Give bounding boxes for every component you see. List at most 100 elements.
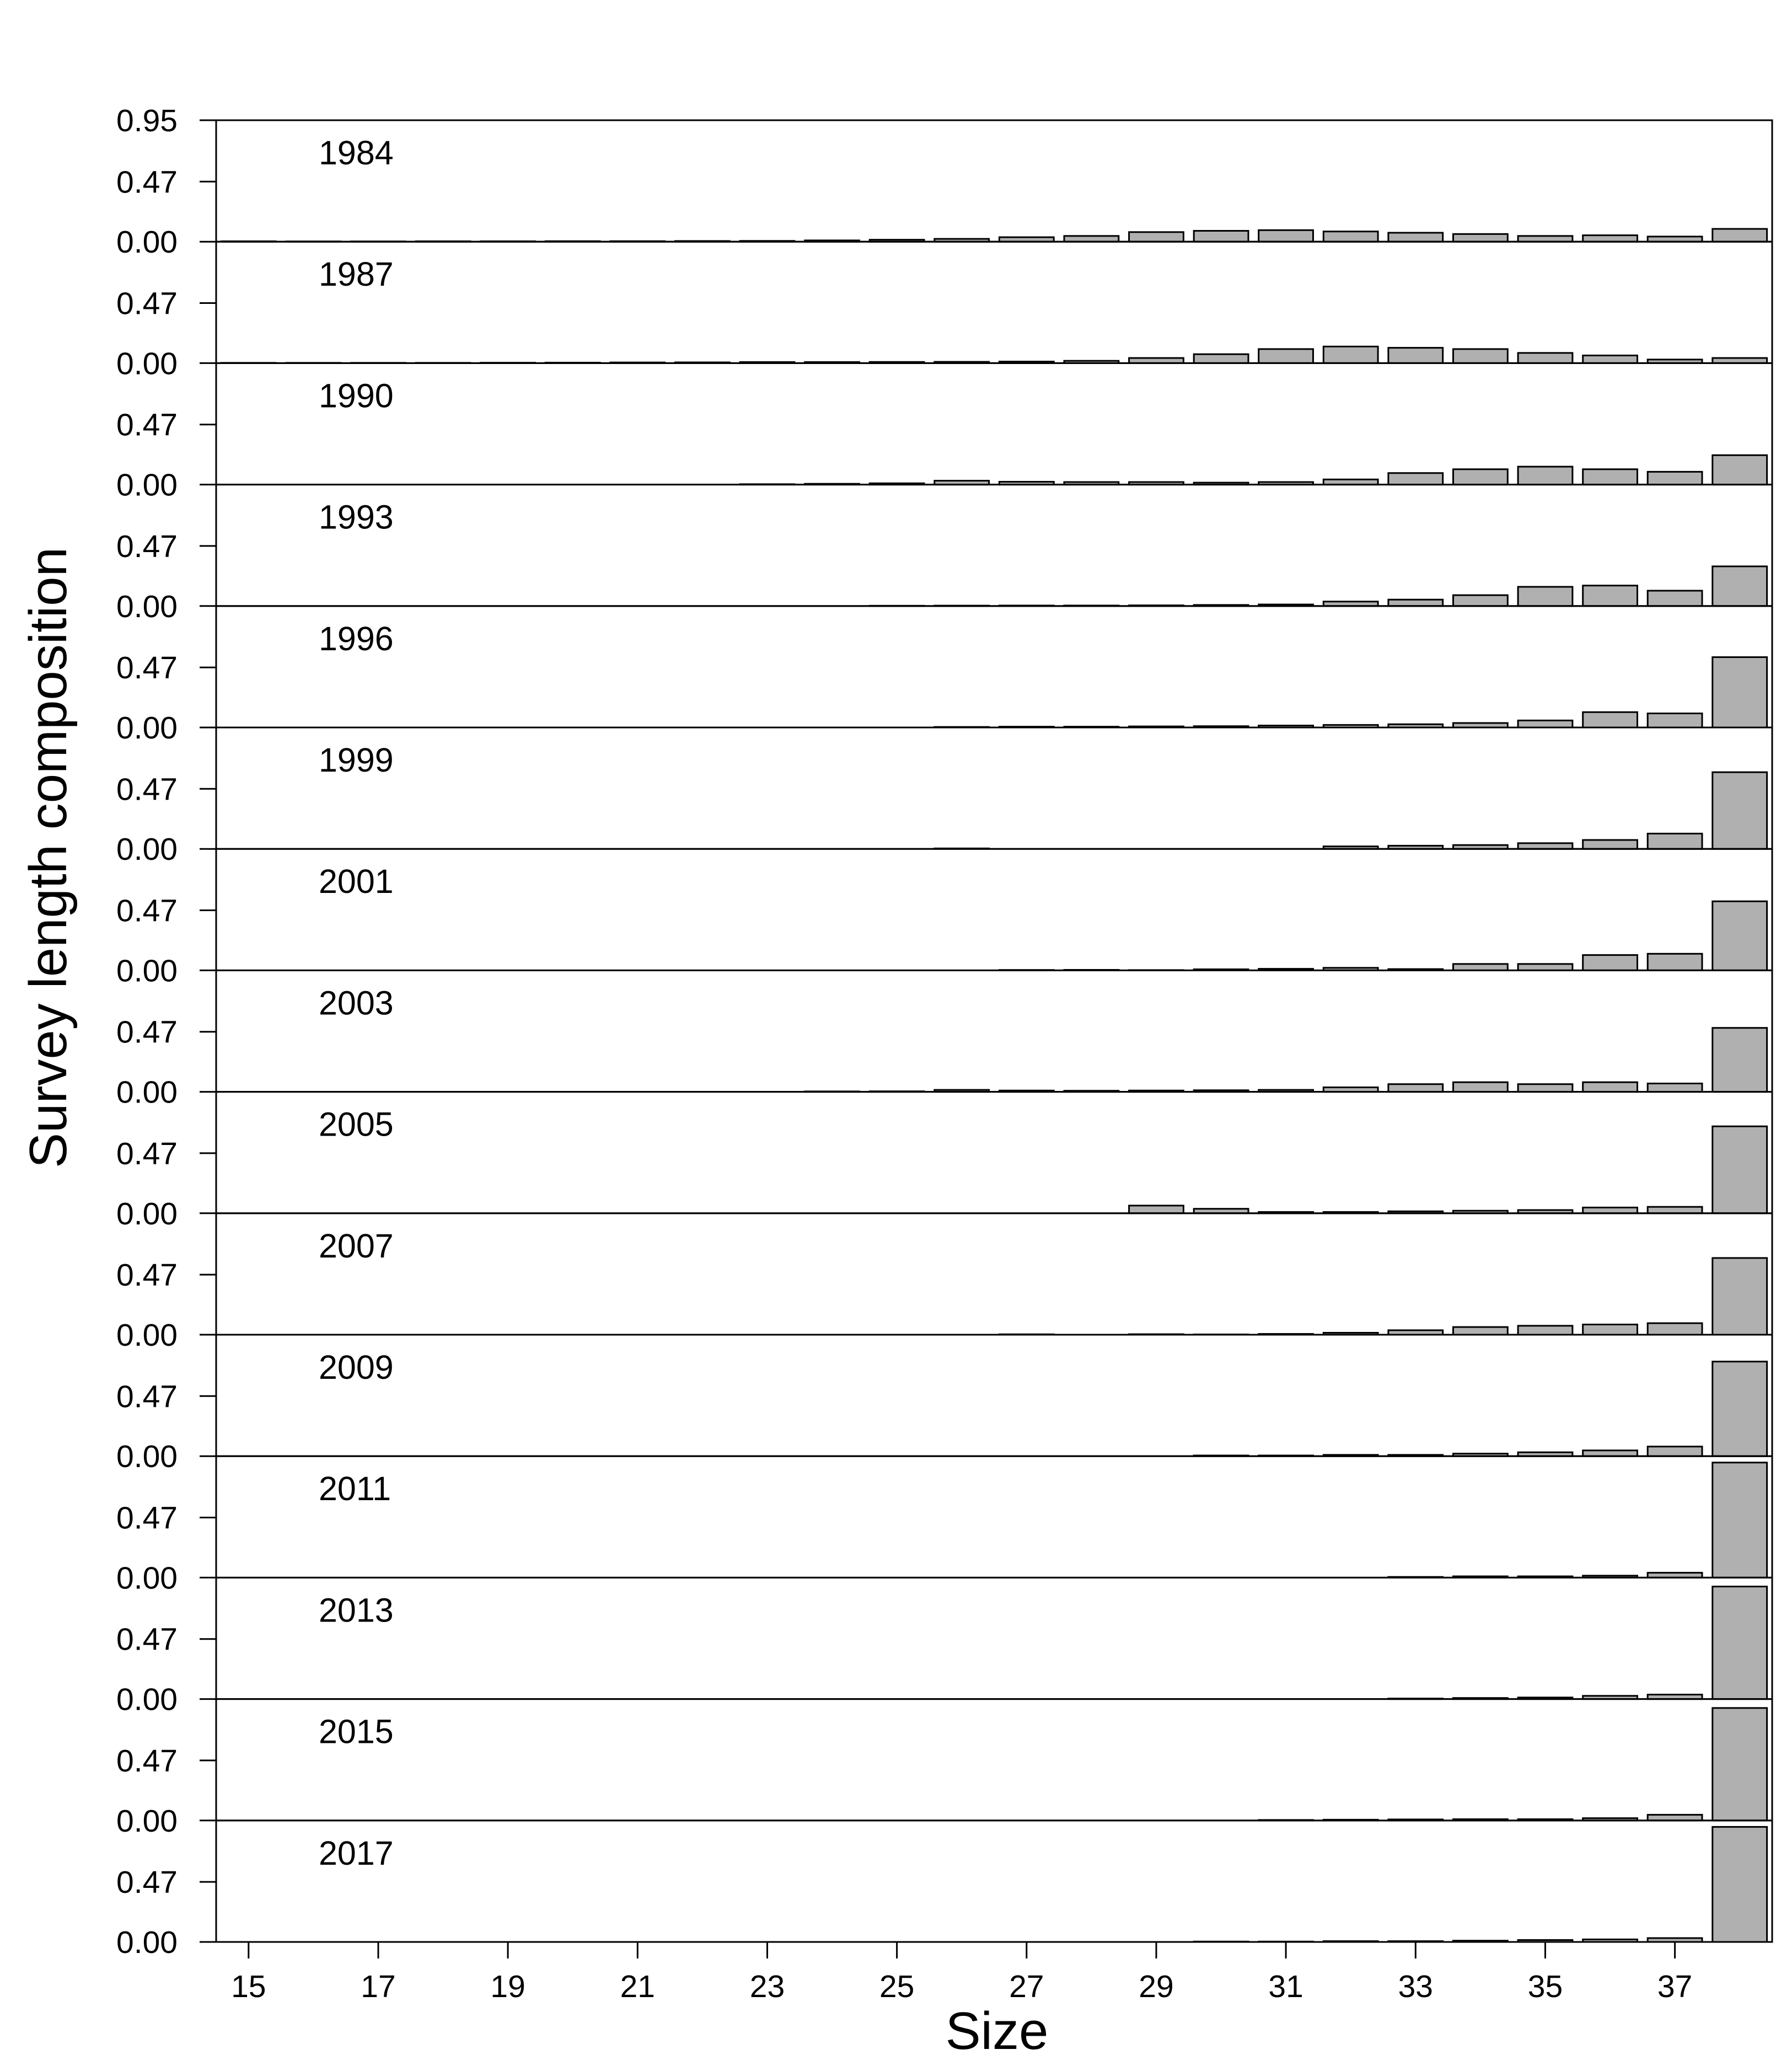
panel-1999: 0.00 0.47 1999 (116, 726, 1773, 867)
y-tick-label-2003-0.00: 0.00 (116, 1075, 178, 1110)
y-tick-label-2013-0.00: 0.00 (116, 1682, 178, 1717)
x-tick-label-23: 23 (750, 1969, 785, 2004)
y-tick-label-2015-0.00: 0.00 (116, 1804, 178, 1839)
x-tick-label-31: 31 (1268, 1969, 1303, 2004)
y-tick-label-2005-0.47: 0.47 (116, 1136, 178, 1171)
bar-2007-38 (1711, 1257, 1768, 1336)
panel-frame-1987 (215, 240, 1773, 364)
panel-year-label: 2013 (319, 1591, 394, 1629)
bar-2003-37 (1646, 1083, 1703, 1093)
bar-1984-31 (1258, 229, 1314, 243)
x-tick-label-25: 25 (879, 1969, 914, 2004)
bar-1999-35 (1517, 842, 1574, 850)
bar-2009-38 (1711, 1361, 1768, 1457)
bar-2007-35 (1517, 1325, 1574, 1336)
bar-1999-38 (1711, 771, 1768, 850)
panel-1990: 0.00 0.47 1990 (116, 362, 1773, 503)
y-tick-label-1999-0.47: 0.47 (116, 772, 178, 807)
x-axis-title: Size (946, 2002, 1049, 2061)
panel-year-label: 2011 (319, 1470, 391, 1507)
panel-1993: 0.00 0.47 1993 (116, 484, 1773, 624)
bar-1990-33 (1387, 472, 1444, 486)
bar-2001-38 (1711, 900, 1768, 971)
panel-1984: 0.00 0.47 0.95 1984 (116, 103, 1773, 260)
panel-year-label: 2001 (319, 863, 394, 900)
bar-1987-30 (1193, 353, 1249, 364)
y-tick-label-1987-0.00: 0.00 (116, 346, 178, 381)
y-tick-label-2007-0.00: 0.00 (116, 1318, 178, 1353)
x-tick-label-29: 29 (1139, 1969, 1173, 2004)
panel-year-label: 2009 (319, 1348, 394, 1386)
panel-frame-2011 (215, 1455, 1773, 1578)
panel-2003: 0.00 0.47 2003 (116, 969, 1773, 1110)
y-tick-label-1984-0.00: 0.00 (116, 224, 178, 260)
panel-2007: 0.00 0.47 2007 (116, 1212, 1773, 1353)
bar-2011-38 (1711, 1462, 1768, 1578)
panel-year-label: 1990 (319, 377, 394, 414)
bar-2015-38 (1711, 1707, 1768, 1822)
bar-1990-35 (1517, 465, 1574, 486)
x-tick-label-21: 21 (620, 1969, 655, 2004)
bar-2001-34 (1452, 963, 1509, 971)
y-tick-label-1996-0.47: 0.47 (116, 650, 178, 686)
y-tick-label-2005-0.00: 0.00 (116, 1196, 178, 1232)
bar-1984-38 (1711, 228, 1768, 243)
y-tick-label-1990-0.00: 0.00 (116, 468, 178, 503)
bar-1990-38 (1711, 454, 1768, 486)
x-axis: 15 17 19 21 23 25 27 29 31 33 35 37 (231, 1942, 1692, 2004)
bar-1984-32 (1322, 231, 1379, 243)
panel-frame-1984 (215, 119, 1773, 243)
bar-1999-36 (1582, 839, 1638, 850)
panel-year-label: 2003 (319, 984, 394, 1021)
x-tick-label-19: 19 (490, 1969, 525, 2004)
bar-2009-36 (1582, 1449, 1638, 1457)
y-tick-label-2013-0.47: 0.47 (116, 1622, 178, 1657)
panel-2015: 0.00 0.47 2015 (116, 1698, 1773, 1839)
bar-1993-33 (1387, 598, 1444, 607)
panel-year-label: 2015 (319, 1713, 394, 1751)
bar-2003-35 (1517, 1083, 1574, 1093)
bar-2001-35 (1517, 963, 1574, 971)
bar-2001-37 (1646, 952, 1703, 971)
panel-2005: 0.00 0.47 2005 (116, 1091, 1773, 1232)
bar-2003-34 (1452, 1081, 1509, 1093)
panel-year-label: 2017 (319, 1834, 394, 1872)
y-tick-label-1984-0.47: 0.47 (116, 164, 178, 200)
y-tick-label-2011-0.47: 0.47 (116, 1501, 178, 1536)
panel-frame-2015 (215, 1698, 1773, 1822)
panel-frame-2005 (215, 1091, 1773, 1214)
bar-1984-34 (1452, 233, 1509, 243)
bar-1996-37 (1646, 713, 1703, 729)
y-tick-label-2017-0.47: 0.47 (116, 1865, 178, 1900)
panel-2017: 0.00 0.47 2017 (116, 1820, 1773, 1960)
bar-2005-36 (1582, 1206, 1638, 1214)
bar-1993-37 (1646, 590, 1703, 607)
panel-frame-2017 (215, 1820, 1773, 1943)
bar-2001-36 (1582, 954, 1638, 971)
panel-year-label: 2005 (319, 1106, 394, 1143)
bar-1996-38 (1711, 656, 1768, 729)
y-tick-label-2015-0.47: 0.47 (116, 1743, 178, 1779)
bar-1990-36 (1582, 468, 1638, 486)
bar-2005-37 (1646, 1206, 1703, 1214)
panel-year-label: 1996 (319, 620, 394, 657)
panel-frame-2001 (215, 848, 1773, 971)
panel-year-label: 1993 (319, 499, 394, 536)
y-tick-label-2001-0.00: 0.00 (116, 953, 178, 988)
bar-2007-36 (1582, 1324, 1638, 1336)
bar-1984-35 (1517, 235, 1574, 243)
panel-frame-2007 (215, 1212, 1773, 1336)
bar-1993-35 (1517, 586, 1574, 607)
bar-1987-33 (1387, 347, 1444, 364)
chart-panels: 0.00 0.47 0.95 1984 0.00 0.47 1987 0.00 0.47 1990… (116, 103, 1773, 2004)
panel-2001: 0.00 0.47 2001 (116, 848, 1773, 988)
y-tick-label-2009-0.00: 0.00 (116, 1439, 178, 1474)
bar-2003-33 (1387, 1083, 1444, 1093)
bar-1987-34 (1452, 348, 1509, 364)
y-tick-label-1987-0.47: 0.47 (116, 286, 178, 322)
panel-2011: 0.00 0.47 2011 (116, 1455, 1773, 1596)
y-tick-label-1990-0.47: 0.47 (116, 408, 178, 443)
y-tick-label-1999-0.00: 0.00 (116, 832, 178, 867)
bar-1990-37 (1646, 470, 1703, 486)
panel-2013: 0.00 0.47 2013 (116, 1576, 1773, 1717)
